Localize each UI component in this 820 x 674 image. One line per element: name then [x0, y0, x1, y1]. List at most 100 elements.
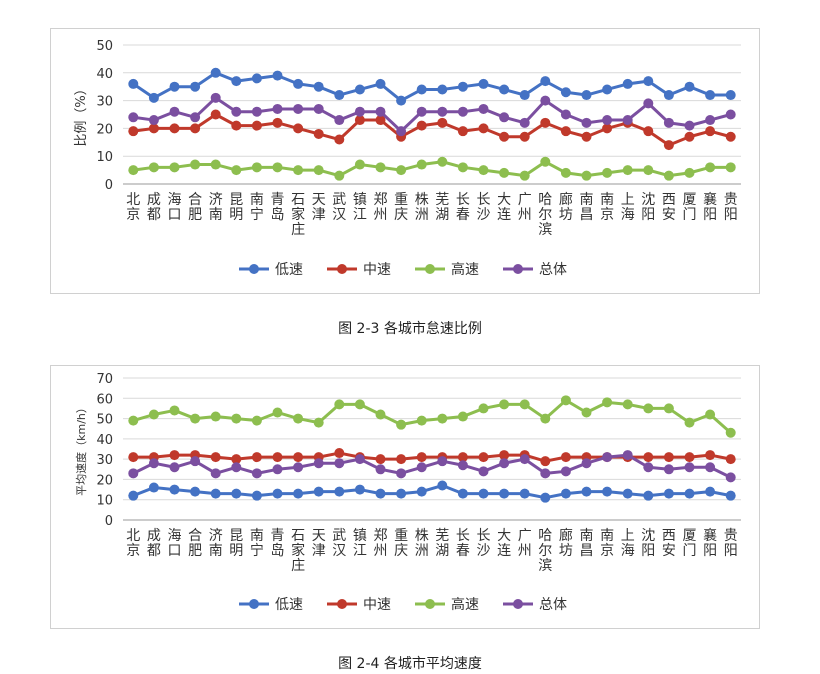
data-point [437, 456, 448, 467]
x-category-label: 南宁 [250, 528, 264, 559]
legend-label: 总体 [539, 597, 567, 613]
y-tick-label: 20 [96, 122, 113, 137]
data-point [148, 409, 159, 420]
figure-caption-2-4: 图 2-4 各城市平均速度 [338, 656, 482, 672]
data-point [725, 427, 736, 438]
x-category-label: 南宁 [250, 192, 264, 223]
data-point [354, 84, 365, 95]
data-point [478, 78, 489, 89]
data-point [457, 106, 468, 117]
y-tick-label: 10 [96, 494, 113, 509]
series-line-高速 [133, 160, 731, 178]
data-point [540, 76, 551, 87]
data-point [540, 95, 551, 106]
x-category-label: 成都 [147, 528, 161, 559]
data-point [684, 488, 695, 499]
x-category-label: 广州 [518, 192, 532, 223]
x-category-label: 郑州 [374, 528, 388, 559]
data-point [169, 123, 180, 134]
data-point [169, 162, 180, 173]
data-point [643, 490, 654, 501]
data-point [602, 115, 613, 126]
x-category-label: 镇江 [353, 192, 367, 223]
data-point [519, 454, 530, 465]
x-category-label: 海口 [168, 528, 182, 559]
data-point [210, 109, 221, 120]
data-point [457, 411, 468, 422]
data-point [643, 76, 654, 87]
y-tick-label: 0 [105, 514, 113, 529]
x-category-label: 昆明 [229, 528, 243, 559]
x-category-label: 重庆 [394, 192, 408, 223]
data-point [416, 452, 427, 463]
y-axis-label: 比例（%） [74, 82, 89, 146]
data-point [128, 112, 139, 123]
data-point [437, 106, 448, 117]
data-point [705, 462, 716, 473]
data-point [519, 90, 530, 101]
data-point [684, 81, 695, 92]
data-point [210, 92, 221, 103]
x-category-label: 海口 [168, 192, 182, 223]
data-point [581, 458, 592, 469]
x-category-label: 天津 [312, 192, 326, 223]
data-point [560, 488, 571, 499]
data-point [499, 112, 510, 123]
data-point [416, 462, 427, 473]
data-point [375, 409, 386, 420]
data-point [643, 462, 654, 473]
data-point [251, 468, 262, 479]
x-category-label: 合肥 [188, 528, 202, 559]
data-point [560, 466, 571, 477]
data-point [354, 115, 365, 126]
data-point [272, 162, 283, 173]
x-category-label: 重庆 [394, 528, 408, 559]
data-point [169, 450, 180, 461]
data-point [210, 411, 221, 422]
data-point [725, 162, 736, 173]
data-point [581, 407, 592, 418]
x-category-label: 青岛 [271, 192, 285, 223]
data-point [293, 103, 304, 114]
data-point [354, 159, 365, 170]
data-point [231, 413, 242, 424]
y-tick-label: 30 [96, 453, 113, 468]
data-point [478, 403, 489, 414]
y-tick-label: 50 [96, 39, 113, 54]
data-point [643, 403, 654, 414]
data-point [705, 126, 716, 137]
data-point [375, 488, 386, 499]
data-point [334, 115, 345, 126]
data-point [581, 486, 592, 497]
data-point [251, 106, 262, 117]
data-point [190, 112, 201, 123]
legend-label: 中速 [363, 597, 391, 613]
data-point [210, 452, 221, 463]
chart-idle-ratio: 0 10 20 30 40 50 比例（%） 北京 成都 海口 合肥 济南 昆明 南宁 青岛 石家庄 天津 武汉镇… [50, 28, 760, 294]
chart-idle-ratio-svg: 0 10 20 30 40 50 比例（%） 北京成都海口合肥济南昆明南宁青岛石家庄天津武汉镇… [74, 39, 741, 278]
data-point [478, 103, 489, 114]
data-point [643, 165, 654, 176]
data-point [148, 92, 159, 103]
data-point [560, 395, 571, 406]
data-point [705, 450, 716, 461]
series-line-中速 [133, 113, 732, 147]
data-point [210, 468, 221, 479]
data-point [602, 123, 613, 134]
x-category-label: 廊坊 [559, 527, 573, 559]
data-point [663, 403, 674, 414]
x-category-label: 南昌 [580, 192, 594, 223]
data-point [416, 415, 427, 426]
x-category-label: 南昌 [580, 528, 594, 559]
x-category-label: 襄阳 [703, 192, 717, 223]
y-tick-label: 60 [96, 392, 113, 407]
x-category-label: 贵阳 [724, 528, 738, 559]
data-point [416, 159, 427, 170]
data-point [148, 115, 159, 126]
data-point [499, 450, 510, 461]
data-point [499, 131, 510, 142]
data-point [560, 109, 571, 120]
x-category-label: 上海 [621, 528, 635, 559]
data-point [560, 167, 571, 178]
data-point [334, 486, 345, 497]
